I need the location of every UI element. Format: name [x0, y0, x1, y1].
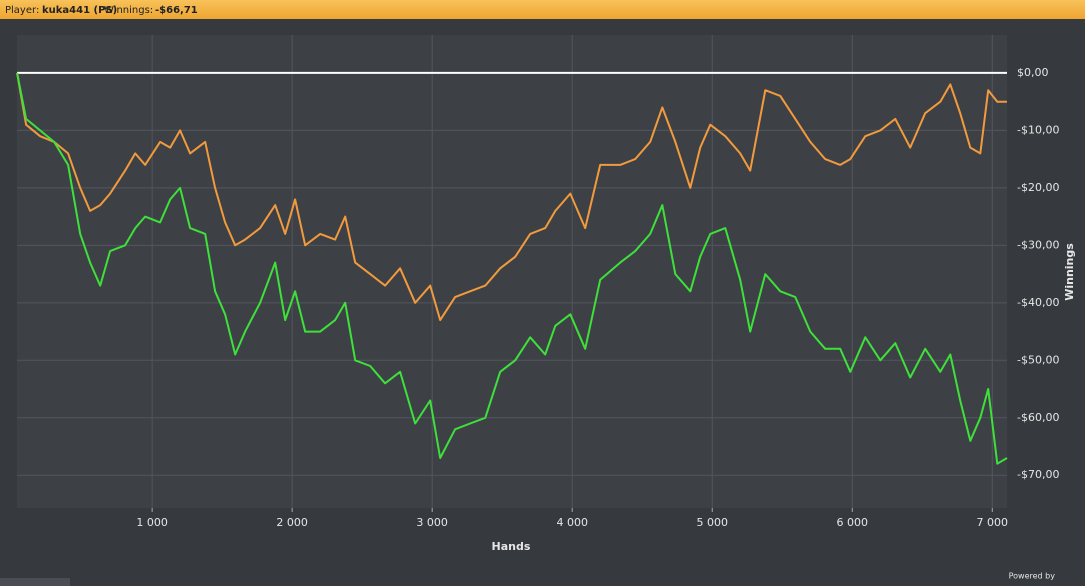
- y-axis-label: Winnings: [1063, 243, 1076, 301]
- y-tick-label: -$20,00: [1017, 181, 1059, 194]
- x-tick-label: 5 000: [696, 516, 728, 529]
- plot-area: [17, 35, 1007, 508]
- series-line: [16, 72, 1007, 322]
- x-tick-label: 6 000: [837, 516, 869, 529]
- x-tick-label: 1 000: [136, 516, 168, 529]
- player-name: kuka441 (PS): [42, 5, 117, 16]
- x-tick-label: 2 000: [276, 516, 308, 529]
- x-tick-label: 4 000: [556, 516, 588, 529]
- winnings-value: -$66,71: [155, 5, 198, 16]
- y-tick-label: -$70,00: [1017, 468, 1059, 481]
- powered-by: Powered by: [1009, 572, 1056, 581]
- y-tick-label: -$30,00: [1017, 238, 1059, 251]
- series-line: [16, 72, 1008, 465]
- x-tick-label: 7 000: [977, 516, 1009, 529]
- y-tick-label: -$60,00: [1017, 411, 1059, 424]
- x-tick-label: 3 000: [416, 516, 448, 529]
- y-tick-label: -$40,00: [1017, 296, 1059, 309]
- y-tick-label: -$10,00: [1017, 123, 1059, 136]
- player-label: Player:: [5, 5, 39, 16]
- x-axis-label: Hands: [492, 540, 531, 553]
- y-tick-label: $0,00: [1017, 66, 1049, 79]
- winnings-label: Winnings:: [104, 5, 153, 16]
- scrollbar: [0, 578, 70, 586]
- y-tick-label: -$50,00: [1017, 353, 1059, 366]
- header-bar: [0, 0, 1085, 19]
